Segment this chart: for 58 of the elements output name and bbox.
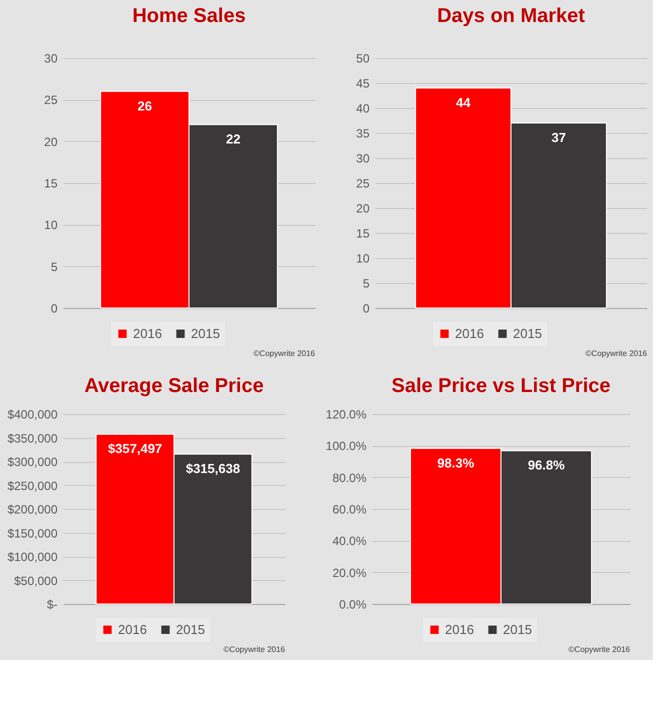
text: ©Copywrite 2016 (224, 645, 286, 654)
y-tick-label: 30 (356, 152, 370, 166)
data-label: 22 (226, 132, 240, 147)
y-tick-label: 60.0% (332, 502, 367, 516)
legend-label: 2016 (445, 622, 474, 637)
chart-title: Average Sale Price (84, 375, 264, 397)
data-label: 98.3% (437, 455, 475, 470)
legend-label: 2015 (503, 622, 532, 637)
legend-label: 2015 (191, 326, 220, 341)
y-tick-label: $350,000 (7, 431, 58, 446)
y-tick-label: $100,000 (7, 550, 58, 564)
text: ©Copywrite 2016 (254, 349, 316, 358)
y-tick-label: $250,000 (7, 478, 58, 493)
y-tick-label: $50,000 (14, 574, 58, 588)
y-tick-label: $- (46, 598, 58, 612)
y-tick-label: 5 (50, 260, 58, 274)
y-tick-label: $400,000 (7, 408, 58, 422)
y-tick-label: 5 (362, 276, 370, 290)
y-tick-label: 80.0% (332, 470, 367, 485)
y-tick-label: 50 (356, 52, 370, 66)
y-tick-label: 25 (356, 176, 370, 190)
y-tick-label: 10 (44, 218, 58, 232)
text: ©Copywrite 2016 (586, 349, 648, 358)
y-tick-label: 0.0% (339, 598, 367, 612)
y-tick-label: 40 (356, 102, 370, 116)
data-label: $357,497 (108, 441, 162, 456)
legend-label: 2016 (118, 622, 147, 637)
y-tick-label: 40.0% (332, 534, 367, 548)
legend-label: 2015 (176, 622, 205, 637)
y-tick-label: 20 (356, 202, 370, 216)
legend-label: 2016 (455, 326, 484, 341)
data-label: 44 (456, 95, 472, 110)
legend-label: 2015 (513, 326, 542, 341)
y-tick-label: 35 (356, 126, 370, 140)
y-tick-label: $150,000 (7, 526, 58, 540)
y-tick-label: 30 (44, 52, 58, 66)
data-label: 26 (138, 98, 152, 114)
y-tick-label: $200,000 (7, 502, 58, 516)
y-tick-label: 120.0% (326, 408, 367, 422)
chart-title: Days on Market (437, 5, 586, 27)
y-tick-label: 25 (44, 93, 58, 108)
legend-label: 2016 (133, 326, 162, 341)
y-tick-label: 100.0% (326, 439, 367, 454)
y-tick-label: 0 (50, 302, 58, 316)
data-label: 37 (551, 130, 566, 145)
y-tick-label: 20 (44, 134, 58, 149)
chart-title: Home Sales (132, 5, 246, 27)
y-tick-label: 15 (44, 176, 58, 190)
y-tick-label: 0 (362, 302, 370, 316)
y-tick-label: $300,000 (7, 455, 58, 469)
y-tick-label: 10 (356, 252, 370, 266)
y-tick-label: 45 (356, 76, 370, 90)
y-tick-label: 20.0% (332, 566, 367, 580)
chart-title: Sale Price vs List Price (391, 375, 611, 397)
text: ©Copywrite 2016 (568, 645, 631, 654)
data-label: $315,638 (186, 461, 240, 476)
data-label: 96.8% (528, 458, 566, 473)
y-tick-label: 15 (356, 226, 370, 240)
